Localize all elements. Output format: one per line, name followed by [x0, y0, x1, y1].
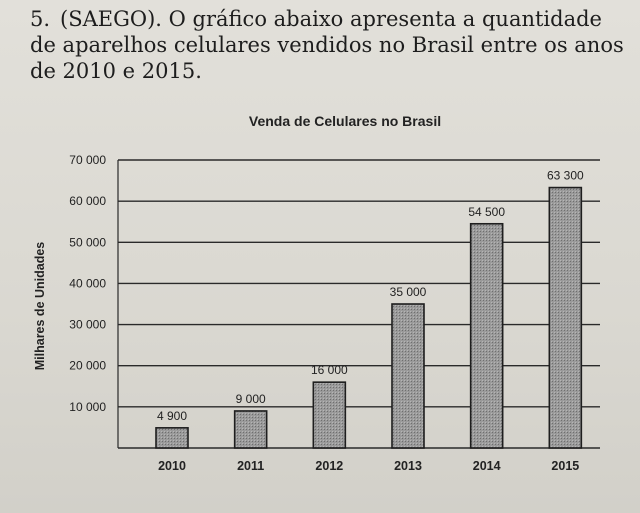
y-tick-label: 10 000 [69, 400, 106, 414]
y-axis-ticks: 10 000 20 000 30 000 40 000 50 000 60 000 70 0… [69, 153, 106, 414]
data-label-2015: 63 300 [547, 169, 584, 183]
y-tick-label: 60 000 [69, 194, 106, 208]
bar-2014 [469, 222, 504, 449]
bar-2015 [548, 186, 583, 449]
question-text: 5. (SAEGO). O gráfico abaixo apresenta a … [30, 6, 630, 84]
data-label-2011: 9 000 [236, 392, 266, 406]
y-tick-label: 50 000 [69, 235, 106, 249]
data-labels: 4 900 9 000 16 000 35 000 54 500 63 300 [157, 169, 584, 423]
x-tick-label-2012: 2012 [315, 459, 343, 473]
data-label-2010: 4 900 [157, 409, 187, 423]
chart-title: Venda de Celulares no Brasil [249, 113, 441, 129]
bar-2013 [391, 303, 425, 449]
data-label-2012: 16 000 [311, 363, 348, 377]
x-tick-label-2014: 2014 [473, 459, 501, 473]
bar-2012 [312, 381, 347, 449]
y-tick-label: 30 000 [69, 318, 106, 332]
x-tick-label-2011: 2011 [237, 459, 264, 473]
bar-2011 [233, 410, 268, 449]
y-tick-label: 40 000 [69, 276, 106, 290]
bar-2010 [155, 427, 189, 449]
data-label-2013: 35 000 [390, 285, 427, 299]
y-tick-label: 70 000 [69, 153, 106, 167]
x-tick-label-2010: 2010 [158, 459, 186, 473]
bars [155, 186, 583, 449]
x-axis-ticks: 2010 2011 2012 2013 2014 2015 [158, 459, 579, 473]
question-number: 5. [30, 7, 51, 31]
data-label-2014: 54 500 [468, 205, 505, 219]
y-tick-label: 20 000 [69, 359, 106, 373]
gridlines [117, 159, 600, 449]
x-tick-label-2015: 2015 [551, 459, 579, 473]
y-axis-label: Milhares de Unidades [33, 242, 47, 371]
question-body: (SAEGO). O gráfico abaixo apresenta a qu… [30, 7, 624, 83]
x-tick-label-2013: 2013 [394, 459, 422, 473]
